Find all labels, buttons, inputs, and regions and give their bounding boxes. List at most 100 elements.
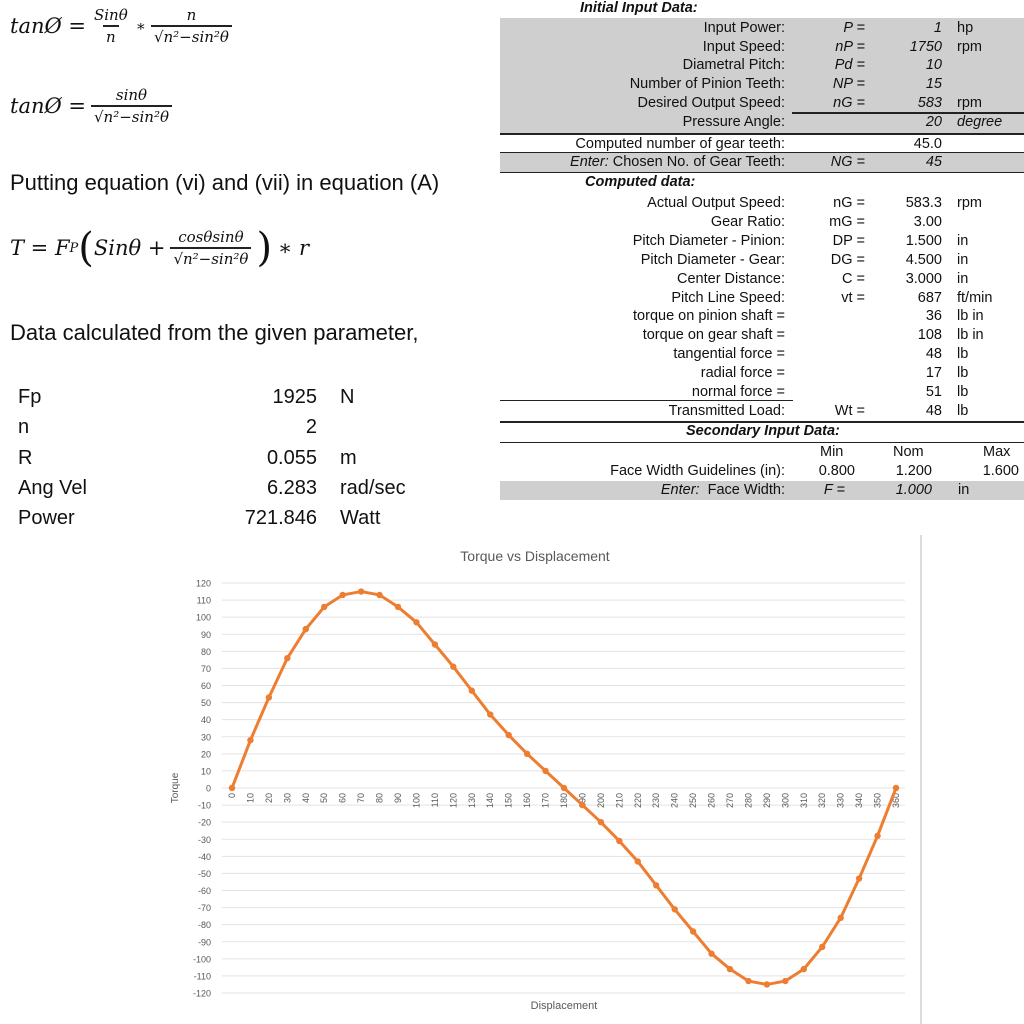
computed-row: Gear Ratio: mG = 3.00 — [500, 213, 1024, 232]
row-symbol — [785, 307, 865, 326]
row-label: torque on gear shaft = — [642, 327, 785, 344]
data-point — [339, 591, 346, 599]
data-point — [782, 977, 789, 985]
row-symbol: DP = — [832, 232, 865, 249]
computed-row: Transmitted Load: Wt = 48 lb — [500, 402, 1024, 421]
face-width-row[interactable]: Enter: Face Width: F = 1.000 in — [500, 481, 1024, 500]
row-value[interactable]: 583 — [917, 94, 942, 111]
initial-input-title: Initial Input Data: — [580, 0, 698, 16]
param-name: n — [18, 416, 30, 439]
row-label: Computed number of gear teeth: — [575, 136, 785, 152]
row-label: Input Speed: — [702, 38, 785, 55]
eq3-den: √n²−sin²θ — [170, 247, 252, 268]
x-tick-label: 290 — [762, 793, 772, 808]
row-label: Center Distance: — [677, 270, 785, 287]
x-tick-label: 10 — [245, 793, 255, 803]
nom-header: Nom — [893, 444, 924, 460]
data-point — [726, 965, 734, 973]
y-tick-label: 40 — [201, 715, 211, 725]
x-tick-label: 170 — [541, 793, 551, 808]
y-tick-label: -90 — [198, 937, 211, 947]
y-tick-label: 20 — [201, 749, 211, 759]
row-label: radial force = — [700, 365, 785, 382]
row-value: 51 — [925, 384, 942, 400]
row-label: tangential force = — [673, 346, 785, 363]
row-value: 1.500 — [905, 232, 942, 249]
param-name: Fp — [18, 386, 42, 408]
enter-label: Enter: — [570, 154, 609, 170]
row-label: Face Width Guidelines (in): — [610, 463, 785, 479]
eq3-fraction: cosθsinθ √n²−sin²θ — [170, 228, 252, 268]
row-value[interactable]: 1 — [933, 20, 942, 36]
row-symbol: P = — [843, 20, 865, 36]
data-point — [560, 784, 568, 792]
row-label: Pressure Angle: — [682, 113, 785, 130]
row-unit: lb — [957, 403, 969, 419]
x-tick-label: 190 — [577, 793, 587, 808]
eq1-lhs: tanØ = — [10, 14, 86, 38]
y-tick-label: -20 — [198, 818, 211, 828]
x-tick-label: 80 — [375, 793, 385, 803]
initial-input-row[interactable]: Desired Output Speed: nG = 583 rpm — [500, 94, 1024, 113]
row-label: Diametral Pitch: — [682, 57, 785, 74]
eq3-close-paren: ) — [256, 225, 273, 271]
y-tick-label: 10 — [201, 766, 211, 776]
y-tick-label: 110 — [197, 596, 211, 606]
initial-input-row[interactable]: Diametral Pitch: Pd = 10 — [500, 56, 1024, 75]
row-label: Enter: Face Width: — [500, 481, 785, 500]
row-value[interactable]: 20 — [925, 113, 942, 130]
row-value[interactable]: 15 — [925, 76, 942, 93]
face-width-input[interactable]: 1.000 — [895, 482, 932, 498]
x-tick-label: 320 — [817, 793, 827, 808]
row-unit — [942, 75, 957, 94]
initial-input-row[interactable]: Number of Pinion Teeth: NP = 15 — [500, 75, 1024, 94]
y-tick-label: -40 — [198, 852, 211, 862]
param-value: 6.283 — [266, 476, 317, 499]
param-unit: rad/sec — [340, 476, 406, 499]
row-label: torque on pinion shaft = — [633, 308, 785, 325]
row-unit: in — [958, 482, 970, 498]
y-axis-label: Torque — [170, 772, 181, 803]
row-unit: rpm — [957, 38, 982, 55]
initial-input-row[interactable]: Pressure Angle: 20 degree — [500, 113, 1024, 132]
row-unit: in — [957, 232, 969, 249]
data-point — [653, 882, 660, 889]
computed-row: tangential force = 48 lb — [500, 345, 1024, 364]
chosen-teeth-row[interactable]: Enter: Chosen No. of Gear Teeth: NG = 45 — [500, 153, 1024, 172]
y-tick-label: -100 — [193, 954, 211, 964]
row-value[interactable]: 10 — [925, 57, 942, 74]
row-label: normal force = — [691, 384, 785, 400]
eq2-lhs: tanØ = — [10, 94, 86, 118]
row-symbol: NG = — [830, 154, 865, 170]
eq3-lhs: T = F — [10, 236, 70, 260]
data-point — [579, 801, 586, 809]
divider — [792, 112, 1024, 114]
chosen-teeth-input[interactable]: 45 — [925, 154, 942, 170]
data-point — [874, 832, 881, 840]
x-tick-label: 110 — [430, 793, 440, 807]
row-unit: rpm — [957, 94, 982, 111]
data-point — [616, 837, 623, 845]
row-symbol: F = — [823, 482, 845, 498]
param-name: Ang Vel — [18, 476, 87, 499]
x-tick-label: 220 — [633, 793, 643, 808]
initial-input-row[interactable]: Input Power: P = 1 hp — [500, 19, 1024, 38]
row-value: 108 — [917, 327, 942, 344]
data-point — [265, 694, 273, 701]
data-point — [394, 603, 402, 611]
x-tick-label: 20 — [264, 793, 274, 803]
sentence-putting-equations: Putting equation (vi) and (vii) in equat… — [10, 170, 440, 195]
data-point — [819, 943, 826, 951]
row-value[interactable]: 1750 — [909, 38, 942, 55]
eq3-tail: ∗ r — [278, 236, 310, 260]
data-point — [708, 950, 715, 957]
data-point — [376, 591, 383, 599]
x-tick-label: 120 — [448, 793, 458, 808]
data-point — [800, 965, 807, 973]
y-tick-label: 70 — [201, 664, 211, 674]
x-tick-label: 330 — [836, 793, 846, 808]
row-label: Input Power: — [703, 20, 785, 36]
x-tick-label: 360 — [891, 793, 901, 808]
initial-input-row[interactable]: Input Speed: nP = 1750 rpm — [500, 38, 1024, 57]
face-min: 0.800 — [818, 463, 855, 479]
